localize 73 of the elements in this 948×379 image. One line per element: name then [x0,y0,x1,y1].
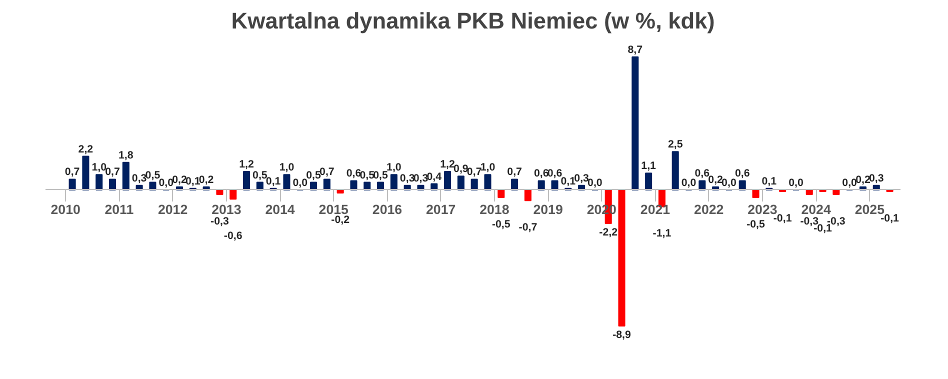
data-label: 0,5 [145,169,160,182]
x-tick-label: 2017 [426,202,456,217]
x-tick-label: 2010 [50,202,80,217]
chart-title: Kwartalna dynamika PKB Niemiec (w %, kdk) [231,8,715,34]
data-label: 0,7 [507,166,522,178]
data-label: 0,2 [708,174,724,186]
data-label: 0,6 [734,168,750,180]
x-tick-label: 2019 [533,202,563,217]
data-label: 0,3 [413,172,428,184]
data-label: 0,3 [868,172,884,184]
data-label: 1,2 [440,158,456,171]
data-label: 1,8 [118,149,134,162]
data-label: 0,0 [788,176,804,189]
data-label: -0,5 [746,218,766,231]
data-label: 0,4 [426,170,442,183]
data-label: 8,7 [628,44,643,56]
data-label: 0,2 [856,174,870,186]
x-tick-label: 2024 [801,202,832,217]
data-label: 0,6 [346,168,362,180]
x-tick-label: 2018 [480,202,510,217]
data-label: -0,3 [210,216,229,228]
data-label: -0,5 [492,218,510,231]
x-tick-label: 2012 [158,202,188,217]
data-label: 0,1 [186,175,200,188]
data-label: 0,0 [158,176,174,189]
data-label: 0,7 [466,166,482,178]
data-label: -1,1 [652,228,672,240]
x-tick-label: 2014 [265,202,296,217]
data-label: 0,5 [252,169,268,182]
data-label: 0,1 [762,175,777,188]
data-label: 1,0 [386,162,402,174]
data-label: -0,6 [224,230,242,242]
data-label: 1,0 [480,162,496,174]
data-label: 0,2 [198,174,214,186]
data-label: 0,7 [320,166,334,178]
data-label: 1,0 [92,162,107,174]
data-label: 0,1 [560,175,576,188]
data-label: 0,9 [454,163,468,176]
data-label: 0,7 [64,166,80,178]
data-label: 0,0 [588,176,602,189]
x-tick-label: 2016 [372,202,402,217]
data-label: 1,1 [641,160,656,172]
data-label: 1,2 [239,158,254,171]
data-label: -2,2 [599,226,618,239]
data-label: -0,7 [518,222,538,234]
data-label: 0,6 [694,168,710,180]
x-tick-label: 2022 [694,202,724,217]
data-label: 1,0 [279,162,294,174]
data-label: 0,5 [373,169,388,182]
data-label: 0,6 [534,168,549,180]
x-tick-label: 2025 [854,202,886,217]
data-label: 0,2 [172,174,187,186]
data-label: 0,0 [681,176,696,189]
data-label: 0,5 [360,169,375,182]
data-label: -0,3 [800,216,819,228]
data-label: 2,2 [78,143,94,156]
data-label: 0,3 [132,172,147,184]
data-label: 0,7 [105,166,120,178]
data-label: 2,5 [668,138,683,151]
x-tick-label: 2023 [748,202,778,217]
data-label: 0,3 [574,172,590,184]
data-label: -8,9 [612,329,632,342]
x-tick-label: 2011 [104,202,134,217]
data-label: -0,3 [826,216,846,228]
data-label: 0,0 [842,176,858,189]
data-label: 0,6 [547,168,562,180]
x-tick-label: 2013 [212,202,242,217]
data-label: 0,0 [722,176,736,189]
data-label: 0,0 [292,176,308,189]
data-label: 0,3 [400,172,415,184]
x-tick-label: 2021 [640,202,671,217]
data-label: 0,5 [306,169,322,182]
data-label: 0,1 [266,175,281,188]
